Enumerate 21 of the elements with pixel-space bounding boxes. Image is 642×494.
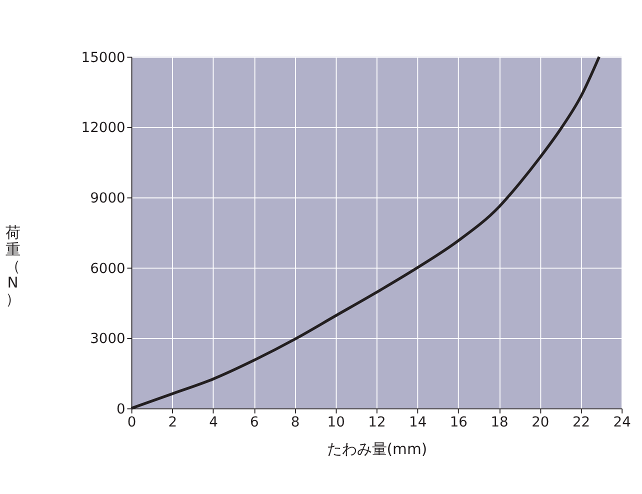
x-tick-label: 22 xyxy=(572,414,590,430)
y-tick-label: 12000 xyxy=(81,120,126,136)
x-tick-label: 10 xyxy=(327,414,345,430)
x-tick-label: 6 xyxy=(250,414,259,430)
y-tick-label: 3000 xyxy=(90,331,126,348)
y-tick-label: 15000 xyxy=(81,50,126,66)
x-tick-label: 24 xyxy=(613,414,632,430)
x-tick-label: 4 xyxy=(209,414,218,430)
y-tick-label: 9000 xyxy=(90,190,126,206)
x-tick-label: 18 xyxy=(490,414,508,430)
x-tick-label: 2 xyxy=(168,414,178,430)
x-tick-label: 16 xyxy=(450,414,468,430)
x-tick-label: 12 xyxy=(368,414,386,430)
y-tick-label: 0 xyxy=(116,401,126,418)
y-tick-label: 6000 xyxy=(90,260,126,277)
x-tick-label: 0 xyxy=(127,414,136,430)
x-tick-label: 20 xyxy=(532,414,550,430)
x-tick-label: 14 xyxy=(409,414,427,430)
x-tick-label: 8 xyxy=(290,414,300,430)
x-axis-title: たわみ量(mm) xyxy=(326,441,428,458)
y-axis-title: 荷重（N） xyxy=(5,224,20,308)
